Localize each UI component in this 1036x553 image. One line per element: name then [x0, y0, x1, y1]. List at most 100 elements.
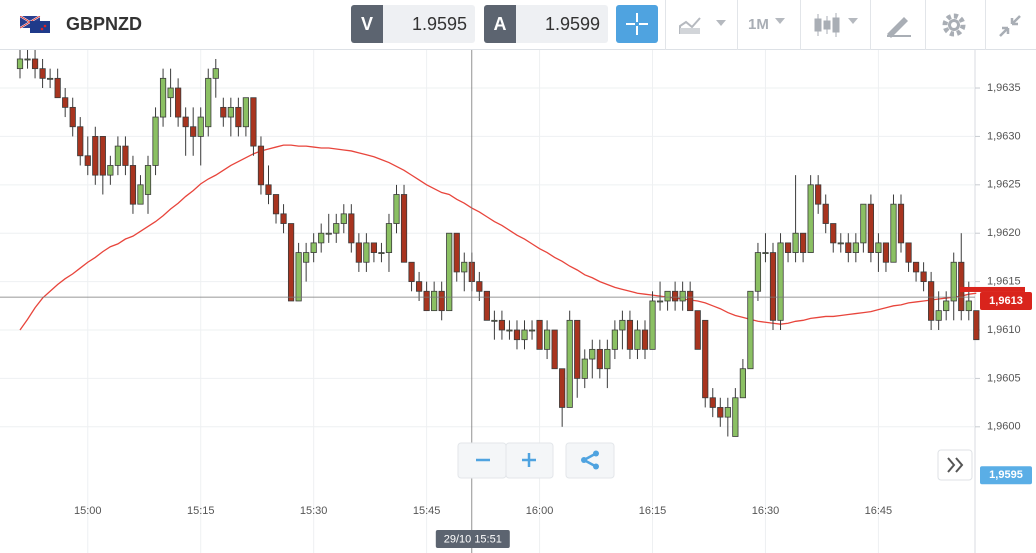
x-tick-label: 16:30 — [752, 505, 780, 517]
candle-body — [882, 242, 890, 263]
dropdown-icon — [775, 18, 785, 24]
price-marker-label: 1,9613 — [989, 295, 1023, 307]
candle-body — [423, 290, 430, 312]
flag-icon — [20, 16, 50, 33]
share-button[interactable] — [565, 442, 615, 479]
candle-body — [24, 58, 31, 61]
zoom-in-button-icon — [522, 453, 536, 467]
candle-body — [39, 68, 46, 79]
candle-body — [551, 329, 558, 370]
chart-type-button[interactable] — [676, 12, 728, 38]
candle-body — [92, 136, 99, 176]
candle-body — [114, 145, 121, 166]
candle-body — [664, 290, 671, 302]
candle-type-button[interactable] — [812, 10, 862, 40]
candle-body — [837, 242, 844, 245]
y-tick-label: 1,9615 — [987, 276, 1021, 288]
bid-price[interactable]: 1.9595 — [383, 5, 475, 43]
zoom-out-button[interactable] — [457, 442, 507, 479]
candle-body — [69, 106, 76, 128]
candle-body — [928, 281, 935, 321]
candle-body — [408, 261, 415, 283]
candle-body — [197, 116, 204, 137]
candle-body — [303, 252, 310, 263]
x-tick-label: 15:45 — [413, 505, 441, 517]
candle-body — [182, 116, 189, 128]
candle-body — [378, 252, 385, 254]
candle-body — [702, 319, 709, 399]
candle-body — [144, 165, 152, 195]
candle-body — [235, 106, 242, 128]
candle-body — [461, 261, 468, 273]
candle-body — [318, 232, 325, 244]
candle-body — [754, 252, 762, 292]
candle-body — [84, 155, 91, 166]
candle-body — [611, 329, 618, 350]
candle-body — [348, 213, 355, 244]
candle-body — [581, 358, 588, 379]
separator — [925, 0, 926, 50]
candle-body — [340, 213, 347, 224]
candle-body — [272, 194, 280, 215]
x-tick-label: 15:00 — [74, 505, 102, 517]
share-dot — [593, 450, 599, 457]
candle-body — [220, 106, 227, 118]
x-tick-label: 16:15 — [639, 505, 667, 517]
candle-body — [709, 397, 716, 408]
collapse-button[interactable] — [996, 12, 1024, 40]
symbol: GBPNZD — [66, 14, 142, 34]
crosshair-button[interactable] — [616, 5, 658, 43]
candle-body — [212, 68, 219, 79]
candle-body — [649, 300, 656, 350]
candle-body — [370, 242, 378, 253]
draw-button[interactable] — [884, 12, 914, 38]
candle-body — [491, 319, 498, 322]
candle-body — [905, 242, 912, 263]
candle-body — [498, 319, 506, 331]
y-tick-label: 1,9605 — [987, 372, 1021, 384]
candle-body — [679, 290, 686, 302]
settings-button[interactable] — [940, 12, 968, 40]
candle-body — [513, 329, 521, 341]
candle-body — [62, 97, 69, 108]
candle-body — [400, 194, 408, 263]
candle-body — [943, 300, 950, 312]
candle-body — [137, 184, 144, 205]
timeframe-button[interactable]: 1M — [748, 16, 769, 33]
candle-body — [687, 290, 694, 312]
candle-body — [265, 184, 272, 195]
separator — [870, 0, 871, 50]
bid-label[interactable]: V — [351, 5, 383, 43]
y-tick-label: 1,9620 — [987, 227, 1021, 239]
candle-body — [167, 87, 174, 99]
candle-body — [777, 242, 784, 321]
candle-body — [619, 319, 626, 331]
scroll-right-button[interactable] — [937, 449, 973, 481]
candle-body — [506, 329, 513, 332]
candle-body — [604, 348, 611, 370]
ask-price[interactable]: 1.9599 — [516, 5, 608, 43]
candle-body — [852, 242, 859, 253]
separator — [800, 0, 801, 50]
y-tick-label: 1,9630 — [987, 130, 1021, 142]
ask-label[interactable]: A — [484, 5, 516, 43]
candle-body — [310, 242, 317, 253]
candle-body — [672, 290, 679, 302]
candle-body — [242, 97, 249, 128]
price-marker-label: 1,9595 — [989, 469, 1023, 481]
candle-body — [634, 329, 641, 350]
moving-average — [19, 144, 977, 331]
candle-body — [250, 97, 257, 147]
candle-body — [784, 242, 792, 253]
x-tick-label: 16:00 — [526, 505, 554, 517]
candle-body — [747, 290, 754, 370]
zoom-in-button[interactable] — [505, 442, 554, 479]
candle-body — [77, 126, 84, 157]
y-tick-label: 1,9635 — [987, 82, 1021, 94]
candle-body — [333, 223, 340, 234]
candle-body — [589, 348, 596, 360]
candle-body — [152, 116, 159, 166]
candle-body — [536, 319, 543, 350]
crosshair-label: 29/10 15:51 — [444, 533, 502, 545]
